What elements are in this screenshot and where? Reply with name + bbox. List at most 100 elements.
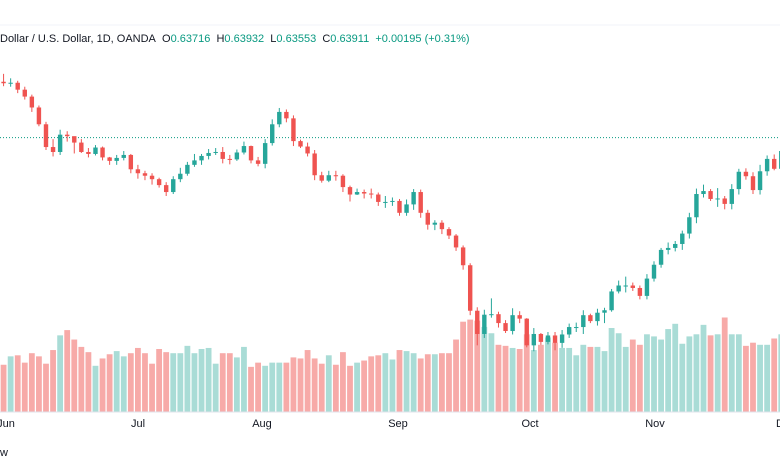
volume-bar [771, 338, 778, 412]
volume-bar [7, 356, 14, 412]
volume-bar [57, 335, 64, 412]
candle-body [284, 111, 289, 119]
candle-body [772, 158, 777, 169]
volume-bar [212, 363, 219, 412]
candle-body [743, 171, 749, 177]
candle [609, 288, 614, 312]
volume-bar [523, 334, 530, 412]
volume-bar [311, 358, 318, 412]
x-tick-label: Oct [521, 418, 538, 430]
candle-body [383, 201, 388, 203]
volume-bar [142, 353, 148, 412]
volume-bar [686, 336, 693, 412]
candle [750, 172, 756, 195]
volume-bar [594, 346, 601, 412]
candle-body [347, 187, 353, 195]
volume-bar [99, 358, 106, 412]
volume-bar [651, 336, 657, 412]
volume-bar [488, 333, 495, 412]
candle-body [397, 200, 402, 213]
volume-bar [417, 358, 424, 412]
legend-high-value: 0.63932 [224, 33, 265, 45]
volume-bar [276, 362, 283, 412]
candle-body [651, 264, 657, 279]
candle [192, 153, 197, 167]
candle-body [623, 285, 628, 287]
volume-bar [750, 342, 756, 412]
candle-body [475, 310, 480, 334]
candle [255, 156, 261, 167]
volume-bar [728, 334, 735, 412]
candle [284, 109, 289, 123]
candle [114, 154, 119, 165]
candle [418, 189, 423, 218]
candle [404, 199, 409, 216]
candle-body [156, 179, 162, 186]
candle [93, 145, 98, 156]
candle [581, 310, 586, 334]
candle [694, 188, 699, 224]
x-tick-label: Nov [645, 418, 665, 430]
candle [312, 150, 317, 181]
candle [475, 307, 480, 346]
volume-bar [431, 354, 438, 412]
candle-body [510, 315, 515, 332]
x-tick-label: Aug [252, 418, 272, 430]
candle [248, 145, 254, 164]
candle [156, 177, 162, 188]
volume-bar [495, 344, 502, 412]
volume-bar [530, 350, 537, 412]
candle [489, 298, 494, 318]
candle-body [376, 194, 381, 202]
volume-bar [743, 345, 749, 412]
candle-body [277, 111, 282, 125]
candle-body [644, 278, 650, 296]
volume-bar [474, 320, 481, 412]
candle [701, 184, 706, 198]
candle-body [680, 233, 685, 244]
candle-body [489, 314, 494, 316]
volume-bar [453, 339, 459, 412]
candle [651, 261, 657, 282]
candle [397, 198, 402, 216]
candle-body [687, 217, 692, 234]
candle-body [248, 146, 254, 161]
candle-body [255, 160, 261, 164]
candle-body [326, 175, 331, 181]
volume-layer [0, 317, 780, 412]
candle [637, 285, 643, 300]
candle [185, 161, 190, 176]
candle [50, 139, 56, 157]
candle [135, 164, 141, 179]
candle [595, 308, 600, 326]
volume-bar [714, 334, 721, 412]
volume-bar [340, 352, 346, 412]
volume-bar [347, 365, 353, 412]
volume-bar [191, 353, 198, 412]
candle [453, 234, 459, 251]
volume-bar [403, 351, 410, 412]
volume-bar [629, 339, 636, 412]
top-bar [0, 0, 780, 25]
candle [446, 227, 452, 240]
candle [460, 245, 466, 270]
candle [764, 155, 770, 176]
candle [630, 282, 635, 291]
volume-bar [446, 353, 452, 412]
volume-bar [14, 355, 21, 412]
volume-bar [241, 346, 247, 412]
candle [602, 307, 607, 324]
x-tick-label: Jun [0, 418, 15, 430]
candle [326, 170, 331, 183]
candle-body [418, 192, 423, 213]
volume-bar [665, 329, 672, 412]
candle-body [369, 193, 374, 195]
candle-layer [1, 73, 780, 352]
volume-bar [764, 344, 771, 412]
volume-bar [559, 347, 565, 412]
volume-bar [354, 362, 360, 412]
volume-bar [135, 347, 141, 412]
volume-bar [644, 334, 650, 412]
